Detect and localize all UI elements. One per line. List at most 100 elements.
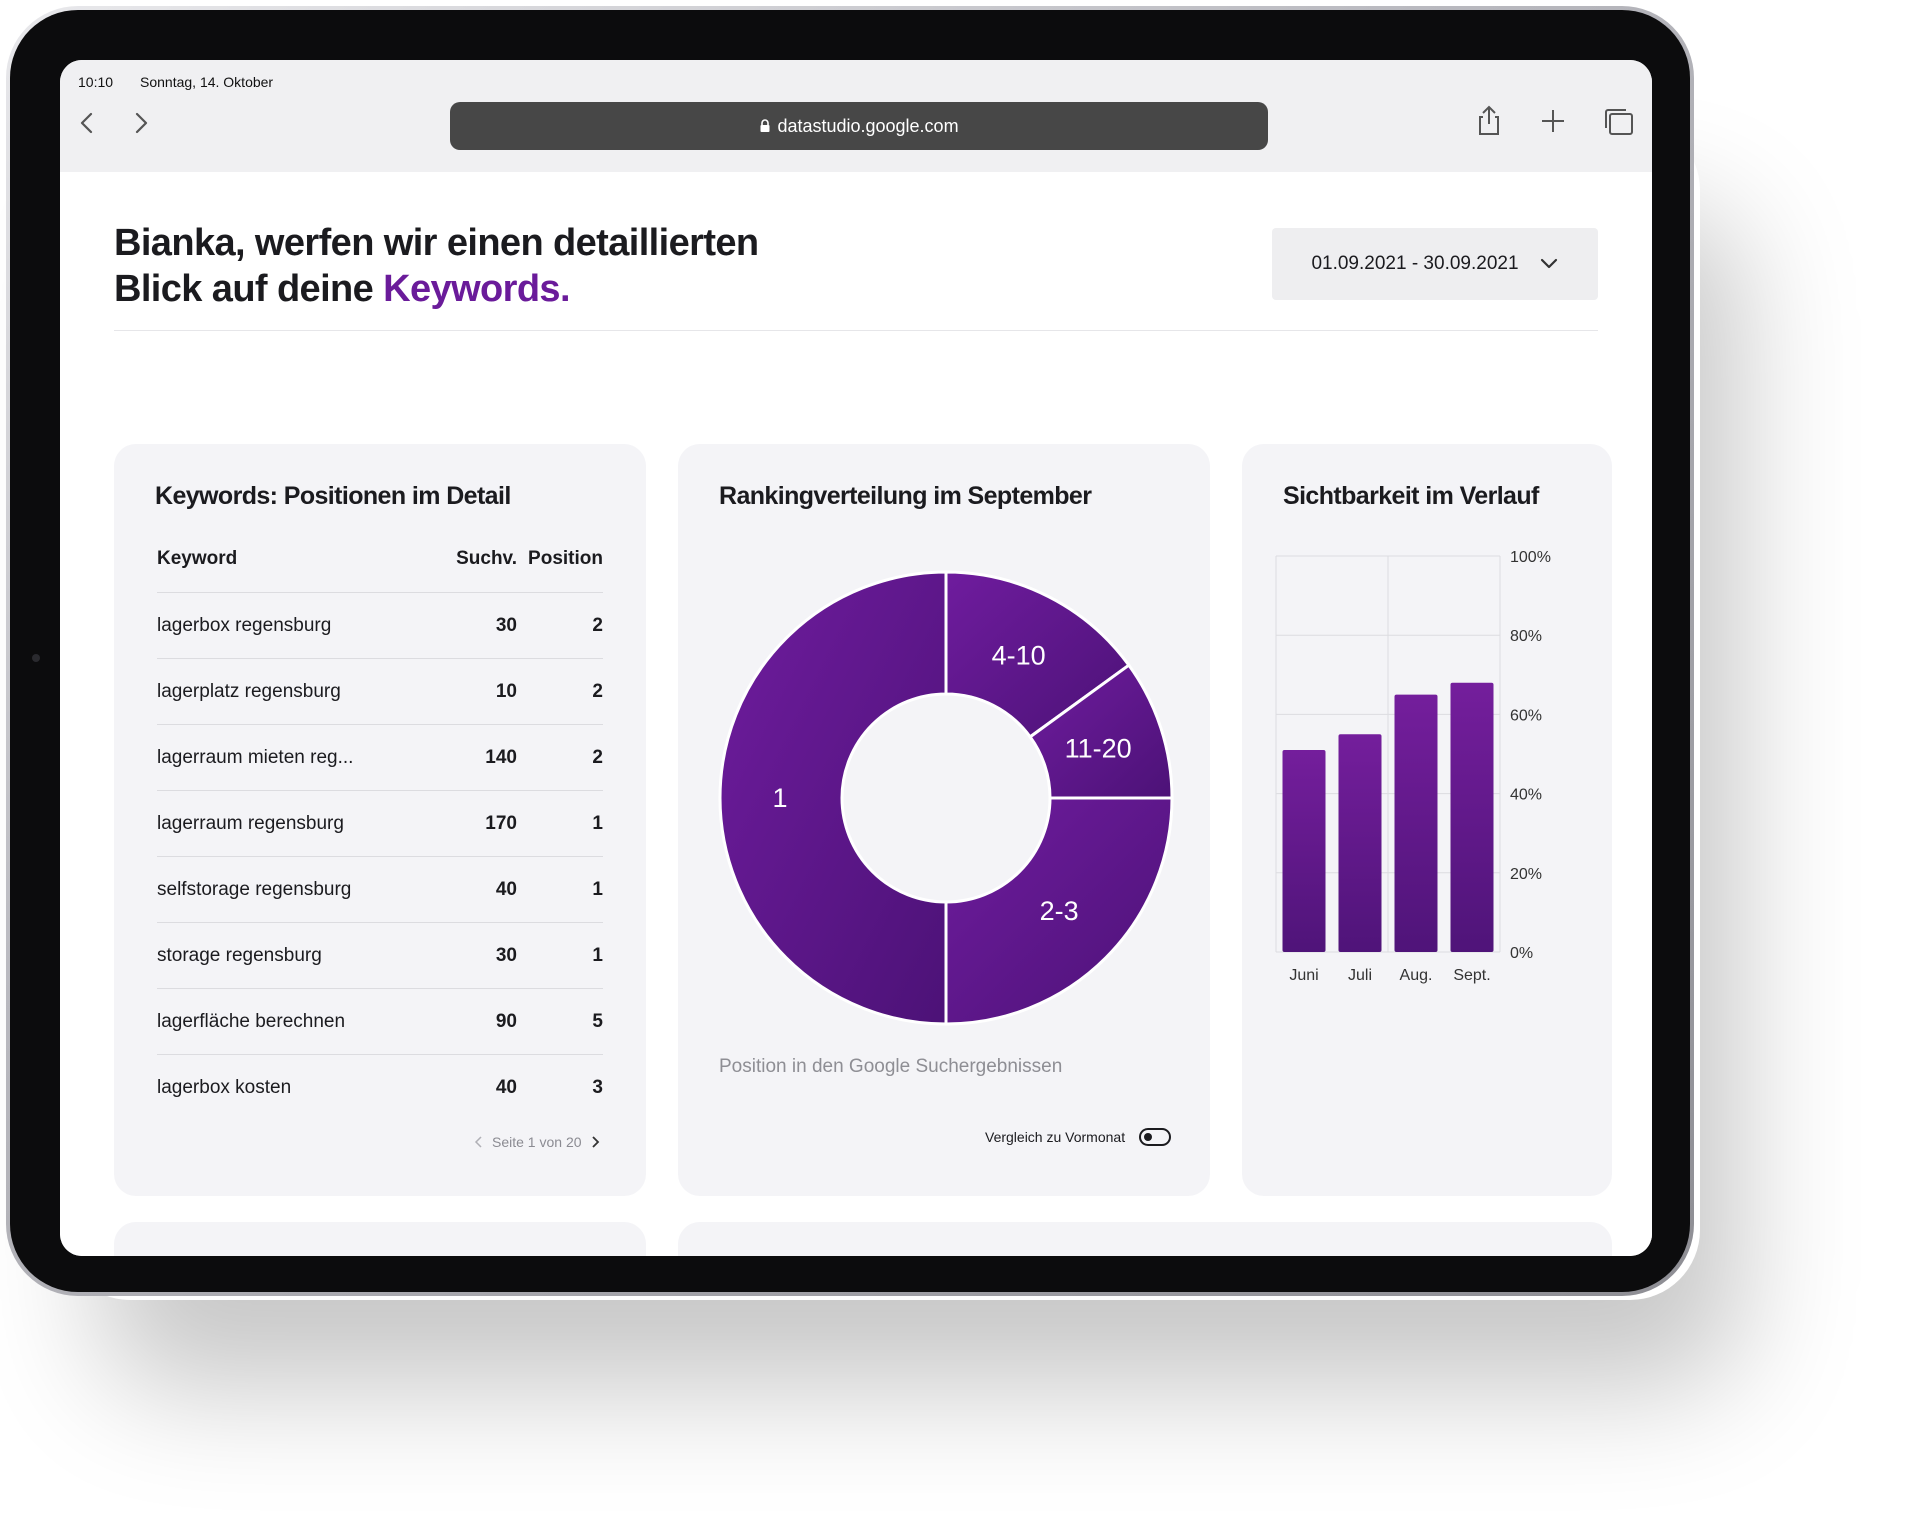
volume-cell: 140 xyxy=(427,724,517,791)
x-tick-label: Juli xyxy=(1348,967,1372,984)
table-row[interactable]: lagerfläche berechnen 90 5 xyxy=(157,988,603,1055)
column-header-keyword[interactable]: Keyword xyxy=(157,548,427,593)
forward-button[interactable] xyxy=(126,108,156,138)
address-bar[interactable]: datastudio.google.com xyxy=(450,102,1268,150)
keyword-cell: lagerbox kosten xyxy=(157,1076,292,1098)
y-tick-label: 60% xyxy=(1510,707,1542,724)
table-row[interactable]: storage regensburg 30 1 xyxy=(157,922,603,989)
url-text: datastudio.google.com xyxy=(777,115,959,136)
bar-Sept.[interactable] xyxy=(1450,682,1494,952)
position-cell: 2 xyxy=(517,592,603,659)
back-button[interactable] xyxy=(72,108,102,138)
table-row[interactable]: lagerraum regensburg 170 1 xyxy=(157,790,603,857)
donut-slice-label: 4-10 xyxy=(992,640,1046,670)
chevron-right-icon xyxy=(135,112,148,134)
share-icon xyxy=(1479,105,1499,135)
chevron-down-icon xyxy=(1540,258,1557,269)
keywords-card-title: Keywords: Positionen im Detail xyxy=(155,482,511,510)
y-tick-label: 40% xyxy=(1510,787,1542,804)
x-tick-label: Juni xyxy=(1289,967,1318,984)
compare-label: Vergleich zu Vormonat xyxy=(985,1129,1126,1145)
camera-icon xyxy=(32,654,40,662)
position-cell: 1 xyxy=(517,856,603,923)
volume-cell: 170 xyxy=(427,790,517,857)
visibility-card: Sichtbarkeit im Verlauf 0% 20% 40% 60% 80% 10… xyxy=(1242,444,1612,1196)
ipad-frame: 10:10 Sonntag, 14. Oktober xyxy=(6,6,1694,1296)
table-header-row: Keyword Suchv. Position xyxy=(157,548,603,593)
column-header-volume[interactable]: Suchv. xyxy=(427,548,517,593)
page-title: Bianka, werfen wir einen detaillierten B… xyxy=(114,220,759,312)
plus-icon xyxy=(1542,110,1564,132)
y-tick-label: 20% xyxy=(1510,866,1542,883)
bar-Juli[interactable] xyxy=(1338,734,1382,952)
table-row[interactable]: lagerbox regensburg 30 2 xyxy=(157,592,603,659)
column-header-position[interactable]: Position xyxy=(517,548,603,593)
donut-slice-label: 11-20 xyxy=(1065,734,1132,764)
keywords-table: Keyword Suchv. Position lagerbox regensb… xyxy=(157,548,603,1120)
date-range-dropdown[interactable]: 01.09.2021 - 30.09.2021 xyxy=(1272,228,1598,300)
keywords-table-body: lagerbox regensburg 30 2 lagerplatz regensb… xyxy=(157,592,603,1121)
y-tick-label: 0% xyxy=(1510,945,1533,962)
position-cell: 1 xyxy=(517,790,603,857)
keyword-cell: lagerfläche berechnen xyxy=(157,988,427,1055)
browser-toolbar: 10:10 Sonntag, 14. Oktober xyxy=(60,60,1652,172)
ranking-card: Rankingverteilung im September 4-10 11-20… xyxy=(678,444,1210,1196)
header-divider xyxy=(114,330,1598,331)
new-tab-button[interactable] xyxy=(1534,102,1572,140)
pagination: Seite 1 von 20 xyxy=(474,1134,600,1150)
keyword-cell: selfstorage regensburg xyxy=(157,856,427,923)
next-card-right xyxy=(678,1222,1612,1256)
bar-Juni[interactable] xyxy=(1282,750,1326,952)
status-date: Sonntag, 14. Oktober xyxy=(140,74,274,90)
volume-cell: 90 xyxy=(427,988,517,1055)
position-cell: 2 xyxy=(517,724,603,791)
table-row[interactable]: lagerplatz regensburg 10 2 xyxy=(157,658,603,725)
next-card-left xyxy=(114,1222,646,1256)
position-cell: 2 xyxy=(517,658,603,725)
donut-slice-1[interactable] xyxy=(718,570,948,1026)
bar-Aug.[interactable] xyxy=(1394,694,1438,952)
volume-cell: 30 xyxy=(427,592,517,659)
pagination-label: Seite 1 von 20 xyxy=(492,1134,582,1150)
ipad-bezel: 10:10 Sonntag, 14. Oktober xyxy=(10,10,1690,1292)
ranking-donut-chart: 4-10 11-20 2-3 1 xyxy=(718,570,1174,1026)
lock-icon xyxy=(760,119,770,132)
keywords-card: Keywords: Positionen im Detail Keyword S… xyxy=(114,444,646,1196)
ranking-caption: Position in den Google Suchergebnissen xyxy=(719,1056,1063,1077)
x-tick-label: Aug. xyxy=(1400,967,1433,984)
position-cell: 3 xyxy=(592,1076,603,1098)
position-cell: 5 xyxy=(517,988,603,1055)
table-row[interactable]: lagerraum mieten reg... 140 2 xyxy=(157,724,603,791)
status-time: 10:10 xyxy=(78,74,114,90)
donut-slice-label: 1 xyxy=(772,783,787,813)
keyword-cell: lagerplatz regensburg xyxy=(157,658,427,725)
share-button[interactable] xyxy=(1470,102,1508,140)
dashboard-page: Bianka, werfen wir einen detaillierten B… xyxy=(60,172,1652,1256)
table-row[interactable]: selfstorage regensburg 40 1 xyxy=(157,856,603,923)
y-tick-label: 100% xyxy=(1510,549,1551,566)
compare-previous-month-toggle[interactable]: Vergleich zu Vormonat xyxy=(985,1128,1172,1146)
y-tick-label: 80% xyxy=(1510,628,1542,645)
screen: 10:10 Sonntag, 14. Oktober xyxy=(60,60,1652,1256)
headline-line-2: Blick auf deine Keywords. xyxy=(114,266,759,312)
visibility-card-title: Sichtbarkeit im Verlauf xyxy=(1283,482,1539,510)
chevron-right-icon[interactable] xyxy=(590,1135,600,1149)
table-row[interactable]: lagerbox kosten 40 3 xyxy=(157,1055,603,1121)
date-range-value: 01.09.2021 - 30.09.2021 xyxy=(1311,253,1519,274)
visibility-bar-chart: 0% 20% 40% 60% 80% 100% Juni Juli Aug. Sept. xyxy=(1275,549,1551,984)
keyword-cell: lagerbox regensburg xyxy=(157,592,427,659)
donut-slice-4-10[interactable] xyxy=(944,570,1131,739)
volume-cell: 30 xyxy=(427,922,517,989)
keyword-cell: lagerraum regensburg xyxy=(157,790,427,857)
chevron-left-icon[interactable] xyxy=(474,1135,484,1149)
headline-prefix: Blick auf deine xyxy=(114,268,384,310)
donut-slice-label: 2-3 xyxy=(1040,896,1079,926)
tabs-icon xyxy=(1605,109,1633,135)
tabs-button[interactable] xyxy=(1600,102,1638,140)
headline-line-1: Bianka, werfen wir einen detaillierten xyxy=(114,222,759,264)
volume-cell: 10 xyxy=(427,658,517,725)
headline-accent: Keywords. xyxy=(383,268,570,310)
donut-slice-2-3[interactable] xyxy=(944,796,1174,1026)
toggle-switch[interactable] xyxy=(1139,1128,1172,1146)
